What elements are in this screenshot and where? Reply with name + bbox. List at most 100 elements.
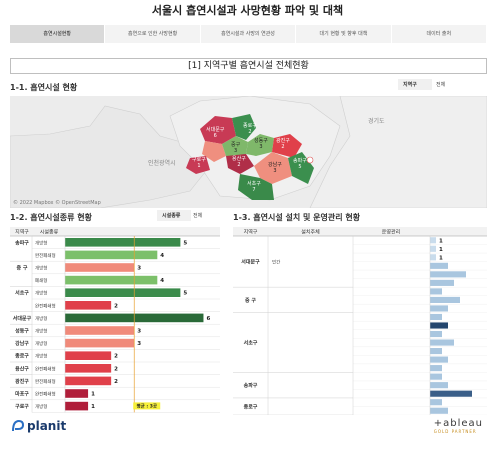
- map-attribution: © 2022 Mapbox © OpenStreetMap: [13, 200, 101, 206]
- bar[interactable]: [430, 237, 436, 244]
- bar[interactable]: [65, 238, 181, 247]
- tab-death-status[interactable]: 흡연으로 인한 사망현황: [105, 25, 201, 43]
- map-marker[interactable]: [306, 156, 314, 164]
- bar[interactable]: [65, 275, 158, 285]
- install-management-chart: 지역구 설치주체 운영관리 1 1 1 서대문구 민간 중 구 서초구 송파구 종로구: [233, 227, 487, 416]
- bar[interactable]: [65, 376, 112, 386]
- district-label: 서초구: [244, 340, 258, 347]
- bar[interactable]: [65, 351, 112, 360]
- district-mapo[interactable]: [202, 141, 226, 162]
- district-map[interactable]: 인천광역시 경기도 © 2022 Mapbox © OpenStreetMap …: [10, 96, 487, 208]
- bar[interactable]: [430, 365, 442, 372]
- bar[interactable]: [65, 364, 112, 373]
- bar-value-label: 5: [183, 291, 187, 297]
- district-jongno-area[interactable]: [232, 114, 256, 140]
- district-label: 구로구: [15, 403, 29, 410]
- type-filter-value[interactable]: 전체: [193, 213, 203, 219]
- facility-type-chart: 지역구 시설종류 송파구 개방형 5 완전폐쇄형 4 중 구 개방형 3 폐쇄형 4 서초구 개방형 5 완전…: [10, 227, 220, 415]
- bar[interactable]: [430, 296, 460, 303]
- district-label: 중구 3: [231, 142, 241, 154]
- district-jung[interactable]: [222, 136, 248, 158]
- district-seodaemun[interactable]: [200, 116, 236, 144]
- district-gwangjin[interactable]: [272, 134, 302, 158]
- bar[interactable]: [430, 305, 448, 312]
- bar-value-label: 2: [114, 354, 118, 360]
- bar[interactable]: [430, 279, 454, 286]
- district-label: 성동구 3: [254, 138, 268, 150]
- bar[interactable]: [430, 382, 448, 389]
- district-seongdong[interactable]: [246, 134, 274, 156]
- district-label: 중 구: [245, 297, 256, 304]
- district-label: 구로구 1: [192, 157, 206, 169]
- district-gangnam[interactable]: [254, 152, 292, 184]
- bar[interactable]: [430, 390, 472, 397]
- facility-type-label: 완전폐쇄형: [35, 252, 56, 259]
- district-seocho[interactable]: [238, 174, 274, 200]
- bar[interactable]: [430, 330, 442, 338]
- section-header: [1] 지역구별 흡연시설 전체현황: [10, 58, 487, 74]
- district-label: 서초구 7: [247, 181, 261, 193]
- district-label: 송파구: [244, 382, 258, 389]
- bar[interactable]: [65, 338, 135, 348]
- column-header: 운영관리: [382, 229, 400, 236]
- map-place-label: 경기도: [368, 118, 385, 125]
- facility-type-label: 완전폐쇄형: [35, 391, 56, 398]
- bar[interactable]: [430, 288, 442, 295]
- facility-type-label: 개방형: [35, 239, 47, 246]
- bar[interactable]: [430, 356, 448, 363]
- district-label: 성동구: [15, 328, 29, 335]
- tableau-logo: +ableau GOLD PARTNER: [433, 418, 483, 434]
- tab-air-quality[interactable]: 대기 현황 및 향후 대책: [296, 25, 392, 43]
- facility-type-label: 폐쇄형: [35, 277, 47, 284]
- district-filter-value[interactable]: 전체: [436, 82, 446, 88]
- district-label: 강남구: [15, 340, 29, 347]
- bar[interactable]: [65, 389, 89, 398]
- district-label: 중 구: [17, 265, 28, 272]
- column-header: 지역구: [15, 229, 29, 236]
- facility-type-label: 개방형: [35, 290, 47, 297]
- bar-value-label: 3: [137, 341, 141, 347]
- bar[interactable]: [430, 339, 454, 346]
- bar-value-label: 4: [160, 253, 164, 259]
- district-label: 서대문구: [241, 259, 260, 266]
- bar[interactable]: [430, 313, 442, 321]
- bar[interactable]: [430, 399, 442, 406]
- district-label: 서대문구: [13, 315, 32, 322]
- bar[interactable]: [430, 373, 442, 380]
- district-label: 광진구 2: [276, 138, 290, 150]
- district-label: 종로구: [15, 353, 29, 360]
- map-land-east: [309, 96, 487, 208]
- tab-correlation[interactable]: 흡연시설과 사망의 연관성: [200, 25, 297, 43]
- bar[interactable]: [65, 301, 112, 310]
- bar[interactable]: [430, 245, 436, 252]
- table-header: [10, 227, 220, 236]
- bar[interactable]: [65, 288, 181, 297]
- bar[interactable]: [430, 348, 442, 355]
- planit-logo: planit: [11, 419, 66, 433]
- district-label: 용산구 2: [232, 156, 246, 168]
- bar-value-label: 1: [439, 238, 443, 244]
- bar[interactable]: [65, 326, 135, 335]
- bar[interactable]: [430, 254, 436, 261]
- tab-data-source[interactable]: 데이터 출처: [391, 25, 488, 43]
- district-yongsan[interactable]: [226, 154, 254, 174]
- bar[interactable]: [65, 250, 158, 260]
- facility-type-label: 완전폐쇄형: [35, 302, 56, 309]
- bar[interactable]: [430, 407, 448, 414]
- district-guro[interactable]: [186, 156, 210, 174]
- bar[interactable]: [65, 401, 89, 411]
- bar[interactable]: [65, 263, 135, 272]
- district-label: 마포구: [15, 391, 29, 398]
- district-label: 서초구: [15, 290, 29, 297]
- tab-facility-status[interactable]: 흡연시설현황: [10, 25, 106, 43]
- nav-tabs: 흡연시설현황 흡연으로 인한 사망현황 흡연시설과 사망의 연관성 대기 현황 …: [10, 25, 488, 43]
- bar[interactable]: [430, 322, 448, 329]
- district-label: 종로구: [244, 403, 258, 410]
- bar[interactable]: [430, 262, 448, 269]
- facility-type-label: 개방형: [35, 403, 47, 410]
- column-header: 설치주체: [301, 229, 320, 236]
- bar-value-label: 4: [160, 278, 164, 284]
- bar[interactable]: [430, 271, 466, 278]
- district-label: 용산구: [15, 365, 29, 372]
